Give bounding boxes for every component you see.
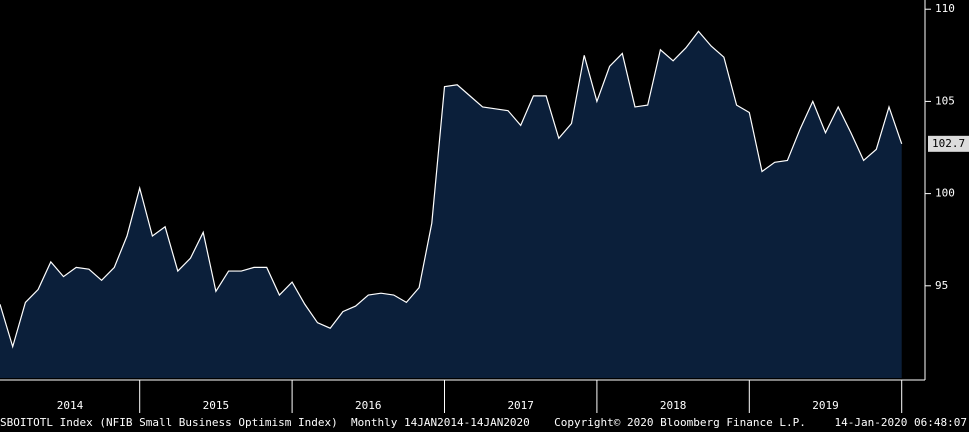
line bbox=[0, 30, 903, 349]
y-tick-label: 100 bbox=[935, 187, 955, 200]
x-tick-label: 2018 bbox=[660, 399, 687, 412]
footer-center: Copyright© 2020 Bloomberg Finance L.P. bbox=[554, 416, 806, 429]
x-tick-label: 2019 bbox=[812, 399, 839, 412]
area bbox=[0, 31, 902, 378]
last-value-box bbox=[928, 135, 969, 152]
y-tick-label: 105 bbox=[935, 94, 955, 107]
footer-left: SBOITOTL Index (NFIB Small Business Opti… bbox=[0, 416, 530, 429]
y-tick-label: 95 bbox=[935, 279, 948, 292]
x-tick-label: 2015 bbox=[203, 399, 230, 412]
x-tick-label: 2014 bbox=[57, 399, 84, 412]
y-tick-label: 110 bbox=[935, 2, 955, 15]
last-value-label: 102.7 bbox=[932, 137, 965, 150]
x-tick-label: 2017 bbox=[507, 399, 534, 412]
x-tick-label: 2016 bbox=[355, 399, 382, 412]
footer-right: 14-Jan-2020 06:48:07 bbox=[835, 416, 967, 429]
